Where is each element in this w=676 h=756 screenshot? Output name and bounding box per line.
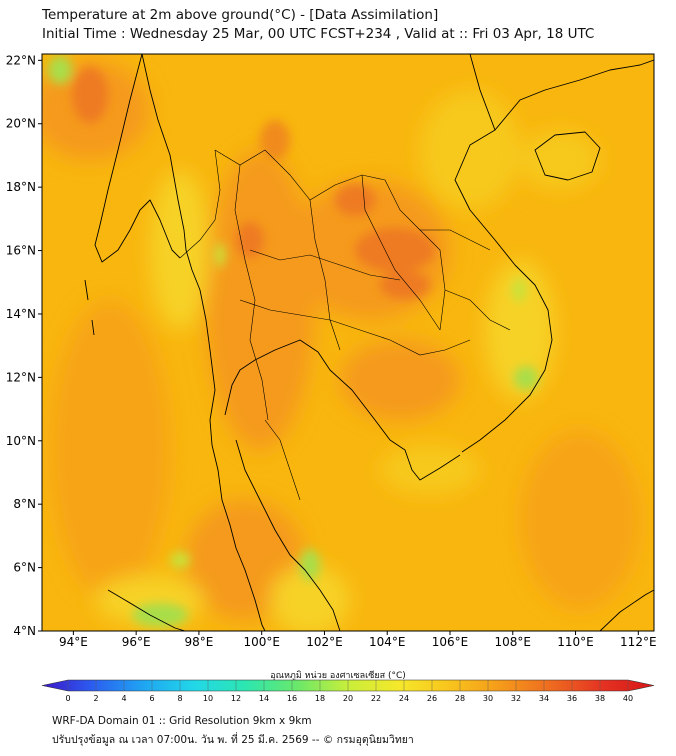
- lat-tick-label: 10°N: [6, 434, 36, 448]
- lon-tick-label: 104°E: [369, 635, 406, 649]
- colorbar: 0 2 4 6 8 10 12 14 16 18 20 22 24 26 28 30 32 34 36 38 40: [41, 679, 655, 703]
- lon-tick-label: 94°E: [59, 635, 88, 649]
- colorbar-tick-label: 10: [203, 694, 213, 703]
- colorbar-tick-label: 2: [93, 694, 98, 703]
- colorbar-tick-label: 38: [595, 694, 605, 703]
- colorbar-tick-label: 28: [455, 694, 465, 703]
- update-info: ปรับปรุงข้อมูล ณ เวลา 07:00น. วัน พ. ที่…: [52, 734, 414, 746]
- admin-borders: [179, 149, 511, 501]
- colorbar-tick-label: 40: [623, 694, 633, 703]
- lat-tick-label: 14°N: [6, 307, 36, 321]
- colorbar-tick-label: 24: [399, 694, 409, 703]
- colorbar-tick-label: 4: [121, 694, 126, 703]
- colorbar-tick-label: 22: [371, 694, 381, 703]
- colorbar-ticks: 0 2 4 6 8 10 12 14 16 18 20 22 24 26 28 30 32 34 36 38 40: [65, 680, 633, 703]
- colorbar-tick-label: 26: [427, 694, 437, 703]
- lat-tick-label: 18°N: [6, 180, 36, 194]
- map-title: Temperature at 2m above ground(°C) - [Da…: [42, 7, 439, 23]
- lat-tick-label: 22°N: [6, 53, 36, 67]
- plot-frame: [41, 53, 655, 632]
- colorbar-tick-label: 32: [511, 694, 521, 703]
- lat-tick-label: 4°N: [13, 624, 36, 638]
- coastlines: [42, 54, 654, 631]
- lon-tick-label: 112°E: [620, 635, 657, 649]
- latitude-ticks: 22°N 20°N 18°N 16°N 14°N 12°N 10°N 8°N 6°N 4°N: [6, 53, 42, 638]
- colorbar-tick-label: 16: [287, 694, 297, 703]
- lon-tick-label: 106°E: [432, 635, 469, 649]
- lat-tick-label: 6°N: [13, 561, 36, 575]
- longitude-ticks: 94°E 96°E 98°E 100°E 102°E 104°E 106°E 108°E 110…: [59, 631, 657, 649]
- grid-info: WRF-DA Domain 01 :: Grid Resolution 9km …: [52, 715, 312, 727]
- colorbar-tick-label: 0: [65, 694, 70, 703]
- lon-tick-label: 110°E: [557, 635, 594, 649]
- colorbar-tick-label: 30: [483, 694, 493, 703]
- colorbar-tick-label: 20: [343, 694, 353, 703]
- colorbar-tick-label: 34: [539, 694, 549, 703]
- colorbar-tick-label: 12: [231, 694, 241, 703]
- colorbar-tick-label: 8: [177, 694, 182, 703]
- lat-tick-label: 8°N: [13, 497, 36, 511]
- lon-tick-label: 102°E: [306, 635, 343, 649]
- colorbar-tick-label: 36: [567, 694, 577, 703]
- colorbar-tick-label: 6: [149, 694, 154, 703]
- temperature-map: 94°E 96°E 98°E 100°E 102°E 104°E 106°E 108°E 110…: [6, 53, 657, 649]
- temperature-field: [42, 54, 654, 631]
- map-subtitle: Initial Time : Wednesday 25 Mar, 00 UTC …: [42, 26, 595, 42]
- colorbar-label: อุณหภูมิ หน่วย องศาเซลเซียส (°C): [270, 671, 406, 681]
- lat-tick-label: 20°N: [6, 117, 36, 131]
- lon-tick-label: 96°E: [122, 635, 151, 649]
- lon-tick-label: 98°E: [184, 635, 213, 649]
- lon-tick-label: 100°E: [243, 635, 280, 649]
- colorbar-tick-label: 14: [259, 694, 269, 703]
- lon-tick-label: 108°E: [495, 635, 532, 649]
- lat-tick-label: 12°N: [6, 370, 36, 384]
- lat-tick-label: 16°N: [6, 244, 36, 258]
- colorbar-tick-label: 18: [315, 694, 325, 703]
